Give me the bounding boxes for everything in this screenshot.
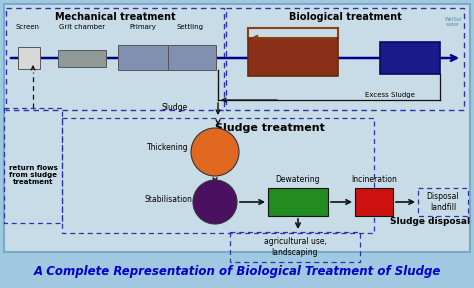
Text: Screen: Screen xyxy=(16,24,40,30)
Bar xyxy=(226,8,464,110)
Text: Grit chamber: Grit chamber xyxy=(59,24,105,30)
Text: agricultural use,
landscaping: agricultural use, landscaping xyxy=(264,237,327,257)
Bar xyxy=(355,188,393,216)
Bar xyxy=(58,50,106,67)
Text: Sludge treatment: Sludge treatment xyxy=(215,123,325,133)
Text: Thickening: Thickening xyxy=(147,143,189,153)
Text: Stabilisation: Stabilisation xyxy=(144,196,192,204)
Text: Disposal
landfill: Disposal landfill xyxy=(427,192,459,212)
Bar xyxy=(6,8,224,110)
Bar xyxy=(18,47,40,69)
Text: A Complete Representation of Biological Treatment of Sludge: A Complete Representation of Biological … xyxy=(33,266,441,278)
Bar xyxy=(380,42,440,74)
Text: Sludge disposal: Sludge disposal xyxy=(390,217,470,226)
Text: WetSol
water: WetSol water xyxy=(445,17,462,27)
Bar xyxy=(168,45,216,70)
Bar xyxy=(248,38,338,76)
Text: Primary: Primary xyxy=(129,24,156,30)
Bar xyxy=(230,232,360,262)
Text: Sludge: Sludge xyxy=(162,103,188,113)
Circle shape xyxy=(191,128,239,176)
Text: Excess Sludge: Excess Sludge xyxy=(365,92,415,98)
Text: return flows
from sludge
treatment: return flows from sludge treatment xyxy=(9,165,57,185)
Text: Biological treatment: Biological treatment xyxy=(289,12,401,22)
Text: Dewatering: Dewatering xyxy=(276,175,320,185)
Circle shape xyxy=(193,180,237,224)
Text: Settling: Settling xyxy=(176,24,203,30)
Bar xyxy=(4,4,470,252)
Bar xyxy=(268,188,328,216)
Text: Incineration: Incineration xyxy=(351,175,397,185)
Text: Mechanical treatment: Mechanical treatment xyxy=(55,12,175,22)
Bar xyxy=(62,118,374,233)
Bar xyxy=(118,45,168,70)
Bar xyxy=(4,108,62,223)
Bar xyxy=(418,188,468,216)
